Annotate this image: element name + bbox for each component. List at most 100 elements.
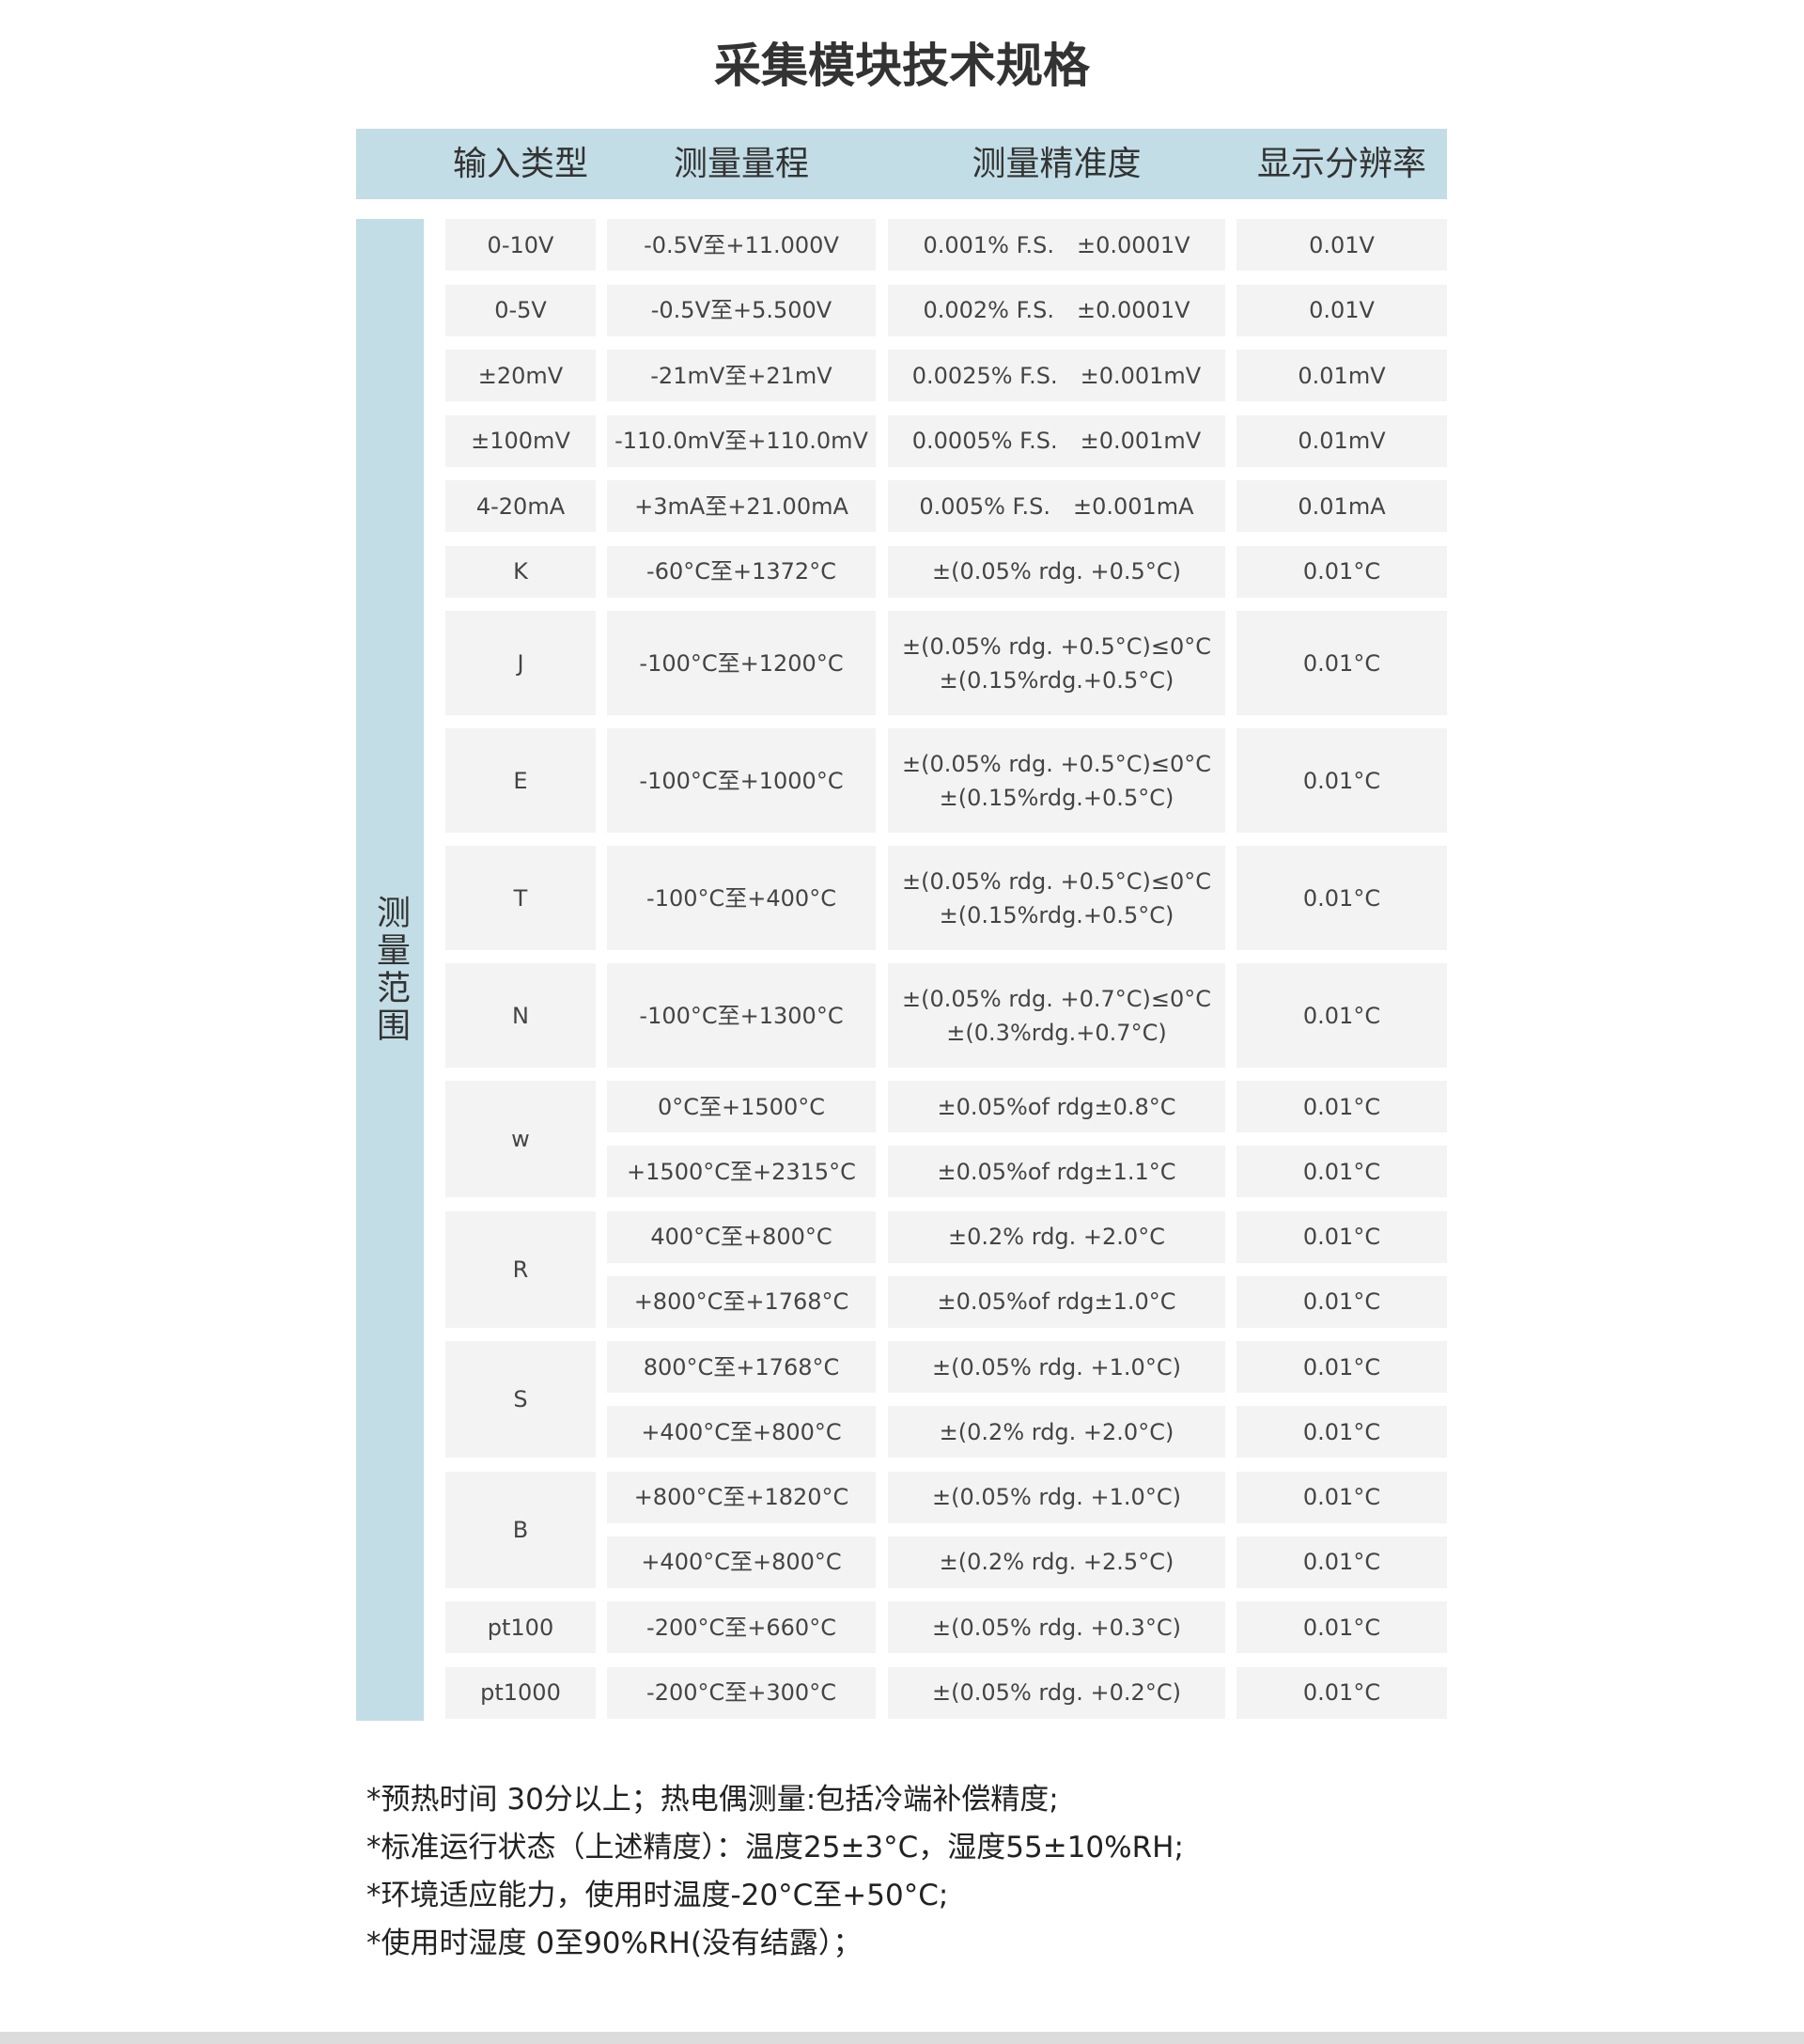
cell-text: T bbox=[513, 884, 528, 912]
cell-text: ±(0.05% rdg. +0.5°C)≤0°C bbox=[901, 632, 1212, 660]
range-cell: -21mV至+21mV bbox=[607, 350, 876, 401]
cell-text: ±(0.05% rdg. +1.0°C) bbox=[932, 1484, 1181, 1510]
cell-text: N bbox=[512, 1002, 529, 1029]
resolution-cell: 0.01°C bbox=[1236, 728, 1447, 833]
resolution-cell: 0.01°C bbox=[1236, 1601, 1447, 1653]
accuracy-cell: ±(0.05% rdg. +0.3°C) bbox=[888, 1601, 1225, 1653]
resolution-cell: 0.01V bbox=[1236, 284, 1447, 336]
header-input-type: 输入类型 bbox=[452, 145, 588, 183]
resolution-cell: 0.01°C bbox=[1236, 846, 1447, 950]
cell-text: E bbox=[513, 767, 528, 794]
cell-text: 0.01°C bbox=[1302, 558, 1381, 585]
range-cell: -100°C至+1200°C bbox=[607, 611, 876, 715]
accuracy-cell: ±(0.05% rdg. +0.7°C)≤0°C ±(0.3%rdg.+0.7°C… bbox=[888, 963, 1225, 1068]
input-type-cell: K bbox=[445, 545, 596, 598]
resolution-cell: 0.01°C bbox=[1236, 963, 1447, 1068]
input-type-cell: ±20mV bbox=[445, 350, 596, 401]
note: *使用时湿度 0至90%RH(没有结露）； bbox=[366, 1927, 863, 1960]
range-cell: +400°C至+800°C bbox=[607, 1406, 876, 1458]
cell-text: R bbox=[512, 1256, 529, 1283]
cell-text: -100°C至+1000°C bbox=[639, 767, 844, 794]
cell-text: 0-10V bbox=[487, 231, 554, 258]
cell-text: S bbox=[513, 1386, 528, 1412]
resolution-cell: 0.01°C bbox=[1236, 1146, 1447, 1197]
input-type-cell: ±100mV bbox=[445, 414, 596, 467]
resolution-cell: 0.01mV bbox=[1236, 414, 1447, 467]
cell-text: +1500°C至+2315°C bbox=[627, 1158, 856, 1185]
header-resolution: 显示分辨率 bbox=[1256, 145, 1426, 183]
cell-text: 0.01mV bbox=[1298, 362, 1386, 389]
cell-text: 0.01mV bbox=[1298, 428, 1386, 454]
range-cell: +1500°C至+2315°C bbox=[607, 1146, 876, 1197]
cell-text: 0.01°C bbox=[1302, 767, 1381, 794]
side-label: 测量范围 bbox=[371, 895, 410, 1045]
cell-text: 0.01°C bbox=[1302, 1353, 1381, 1381]
cell-text: ±(0.05% rdg. +0.5°C)≤0°C bbox=[901, 750, 1212, 777]
cell-text: 0.01°C bbox=[1302, 1549, 1381, 1575]
range-cell: -100°C至+1300°C bbox=[607, 963, 876, 1068]
input-type-cell: N bbox=[445, 963, 596, 1068]
cell-text: 4-20mA bbox=[475, 492, 566, 520]
cell-text: B bbox=[512, 1516, 529, 1543]
accuracy-cell: ±0.05%of rdg±1.1°C bbox=[888, 1146, 1225, 1197]
cell-text: ±(0.2% rdg. +2.5°C) bbox=[939, 1549, 1174, 1575]
cell-text: +800°C至+1820°C bbox=[633, 1484, 849, 1510]
input-type-cell: pt1000 bbox=[445, 1666, 596, 1719]
resolution-cell: 0.01°C bbox=[1236, 545, 1447, 598]
resolution-cell: 0.01°C bbox=[1236, 1341, 1447, 1393]
resolution-cell: 0.01°C bbox=[1236, 611, 1447, 715]
cell-text: 0.01mA bbox=[1298, 492, 1386, 520]
cell-text: pt1000 bbox=[480, 1679, 561, 1706]
cell-text: 0.01°C bbox=[1302, 1484, 1381, 1510]
range-cell: 800°C至+1768°C bbox=[607, 1341, 876, 1393]
cell-text: ±0.05%of rdg±0.8°C bbox=[937, 1093, 1176, 1120]
range-cell: +800°C至+1820°C bbox=[607, 1471, 876, 1523]
accuracy-cell: ±(0.05% rdg. +1.0°C) bbox=[888, 1341, 1225, 1393]
input-type-cell: 0-5V bbox=[445, 284, 596, 336]
input-type-cell: E bbox=[445, 728, 596, 833]
bottom-divider bbox=[0, 2032, 1804, 2044]
cell-text: 0.0005% F.S. ±0.001mV bbox=[911, 428, 1202, 454]
note: *预热时间 30分以上；热电偶测量:包括冷端补偿精度; bbox=[366, 1783, 1059, 1817]
cell-text: 0.0025% F.S. ±0.001mV bbox=[911, 362, 1202, 389]
accuracy-cell: ±(0.05% rdg. +1.0°C) bbox=[888, 1471, 1225, 1523]
cell-text: ±(0.2% rdg. +2.0°C) bbox=[939, 1418, 1174, 1445]
side-label-cell: 测量范围 bbox=[356, 219, 424, 1721]
accuracy-cell: ±0.05%of rdg±0.8°C bbox=[888, 1081, 1225, 1132]
cell-text: ±(0.05% rdg. +1.0°C) bbox=[932, 1353, 1181, 1381]
cell-text: -200°C至+660°C bbox=[646, 1614, 836, 1641]
accuracy-cell: 0.001% F.S. ±0.0001V bbox=[888, 219, 1225, 271]
cell-text: ±(0.05% rdg. +0.5°C)≤0°C bbox=[901, 867, 1212, 895]
cell-text: ±(0.15%rdg.+0.5°C) bbox=[939, 666, 1174, 694]
cell-text: 0.01°C bbox=[1302, 1614, 1381, 1641]
range-cell: -60°C至+1372°C bbox=[607, 545, 876, 598]
cell-text: w bbox=[511, 1126, 530, 1152]
accuracy-cell: ±(0.05% rdg. +0.5°C)≤0°C ±(0.15%rdg.+0.5°… bbox=[888, 846, 1225, 950]
input-type-cell: pt100 bbox=[445, 1601, 596, 1653]
range-cell: -0.5V至+5.500V bbox=[607, 284, 876, 336]
header-range: 测量量程 bbox=[673, 145, 809, 183]
resolution-cell: 0.01°C bbox=[1236, 1666, 1447, 1719]
accuracy-cell: ±(0.05% rdg. +0.5°C)≤0°C ±(0.15%rdg.+0.5°… bbox=[888, 611, 1225, 715]
cell-text: 0.01°C bbox=[1302, 1288, 1381, 1315]
cell-text: -100°C至+1200°C bbox=[639, 649, 844, 677]
cell-text: -110.0mV至+110.0mV bbox=[614, 428, 868, 454]
notes: *预热时间 30分以上；热电偶测量:包括冷端补偿精度; *标准运行状态（上述精度… bbox=[366, 1776, 1184, 1968]
cell-text: 0-5V bbox=[494, 297, 547, 323]
cell-text: -100°C至+1300°C bbox=[639, 1002, 844, 1029]
cell-text: ±0.05%of rdg±1.1°C bbox=[937, 1158, 1176, 1185]
cell-text: 0.01°C bbox=[1302, 1093, 1381, 1120]
cell-text: -100°C至+400°C bbox=[646, 884, 836, 912]
cell-text: ±0.05%of rdg±1.0°C bbox=[937, 1288, 1176, 1315]
note: *环境适应能力，使用时温度-20°C至+50°C; bbox=[366, 1879, 949, 1912]
cell-text: 0.002% F.S. ±0.0001V bbox=[923, 297, 1190, 323]
range-cell: -200°C至+660°C bbox=[607, 1601, 876, 1653]
cell-text: ±(0.05% rdg. +0.2°C) bbox=[932, 1679, 1181, 1706]
cell-text: ±0.2% rdg. +2.0°C bbox=[948, 1224, 1165, 1250]
cell-text: -0.5V至+11.000V bbox=[644, 231, 839, 258]
cell-text: +3mA至+21.00mA bbox=[634, 492, 848, 520]
resolution-cell: 0.01°C bbox=[1236, 1536, 1447, 1588]
accuracy-cell: ±(0.2% rdg. +2.5°C) bbox=[888, 1536, 1225, 1588]
range-cell: 0°C至+1500°C bbox=[607, 1081, 876, 1132]
cell-text: +800°C至+1768°C bbox=[633, 1288, 849, 1315]
